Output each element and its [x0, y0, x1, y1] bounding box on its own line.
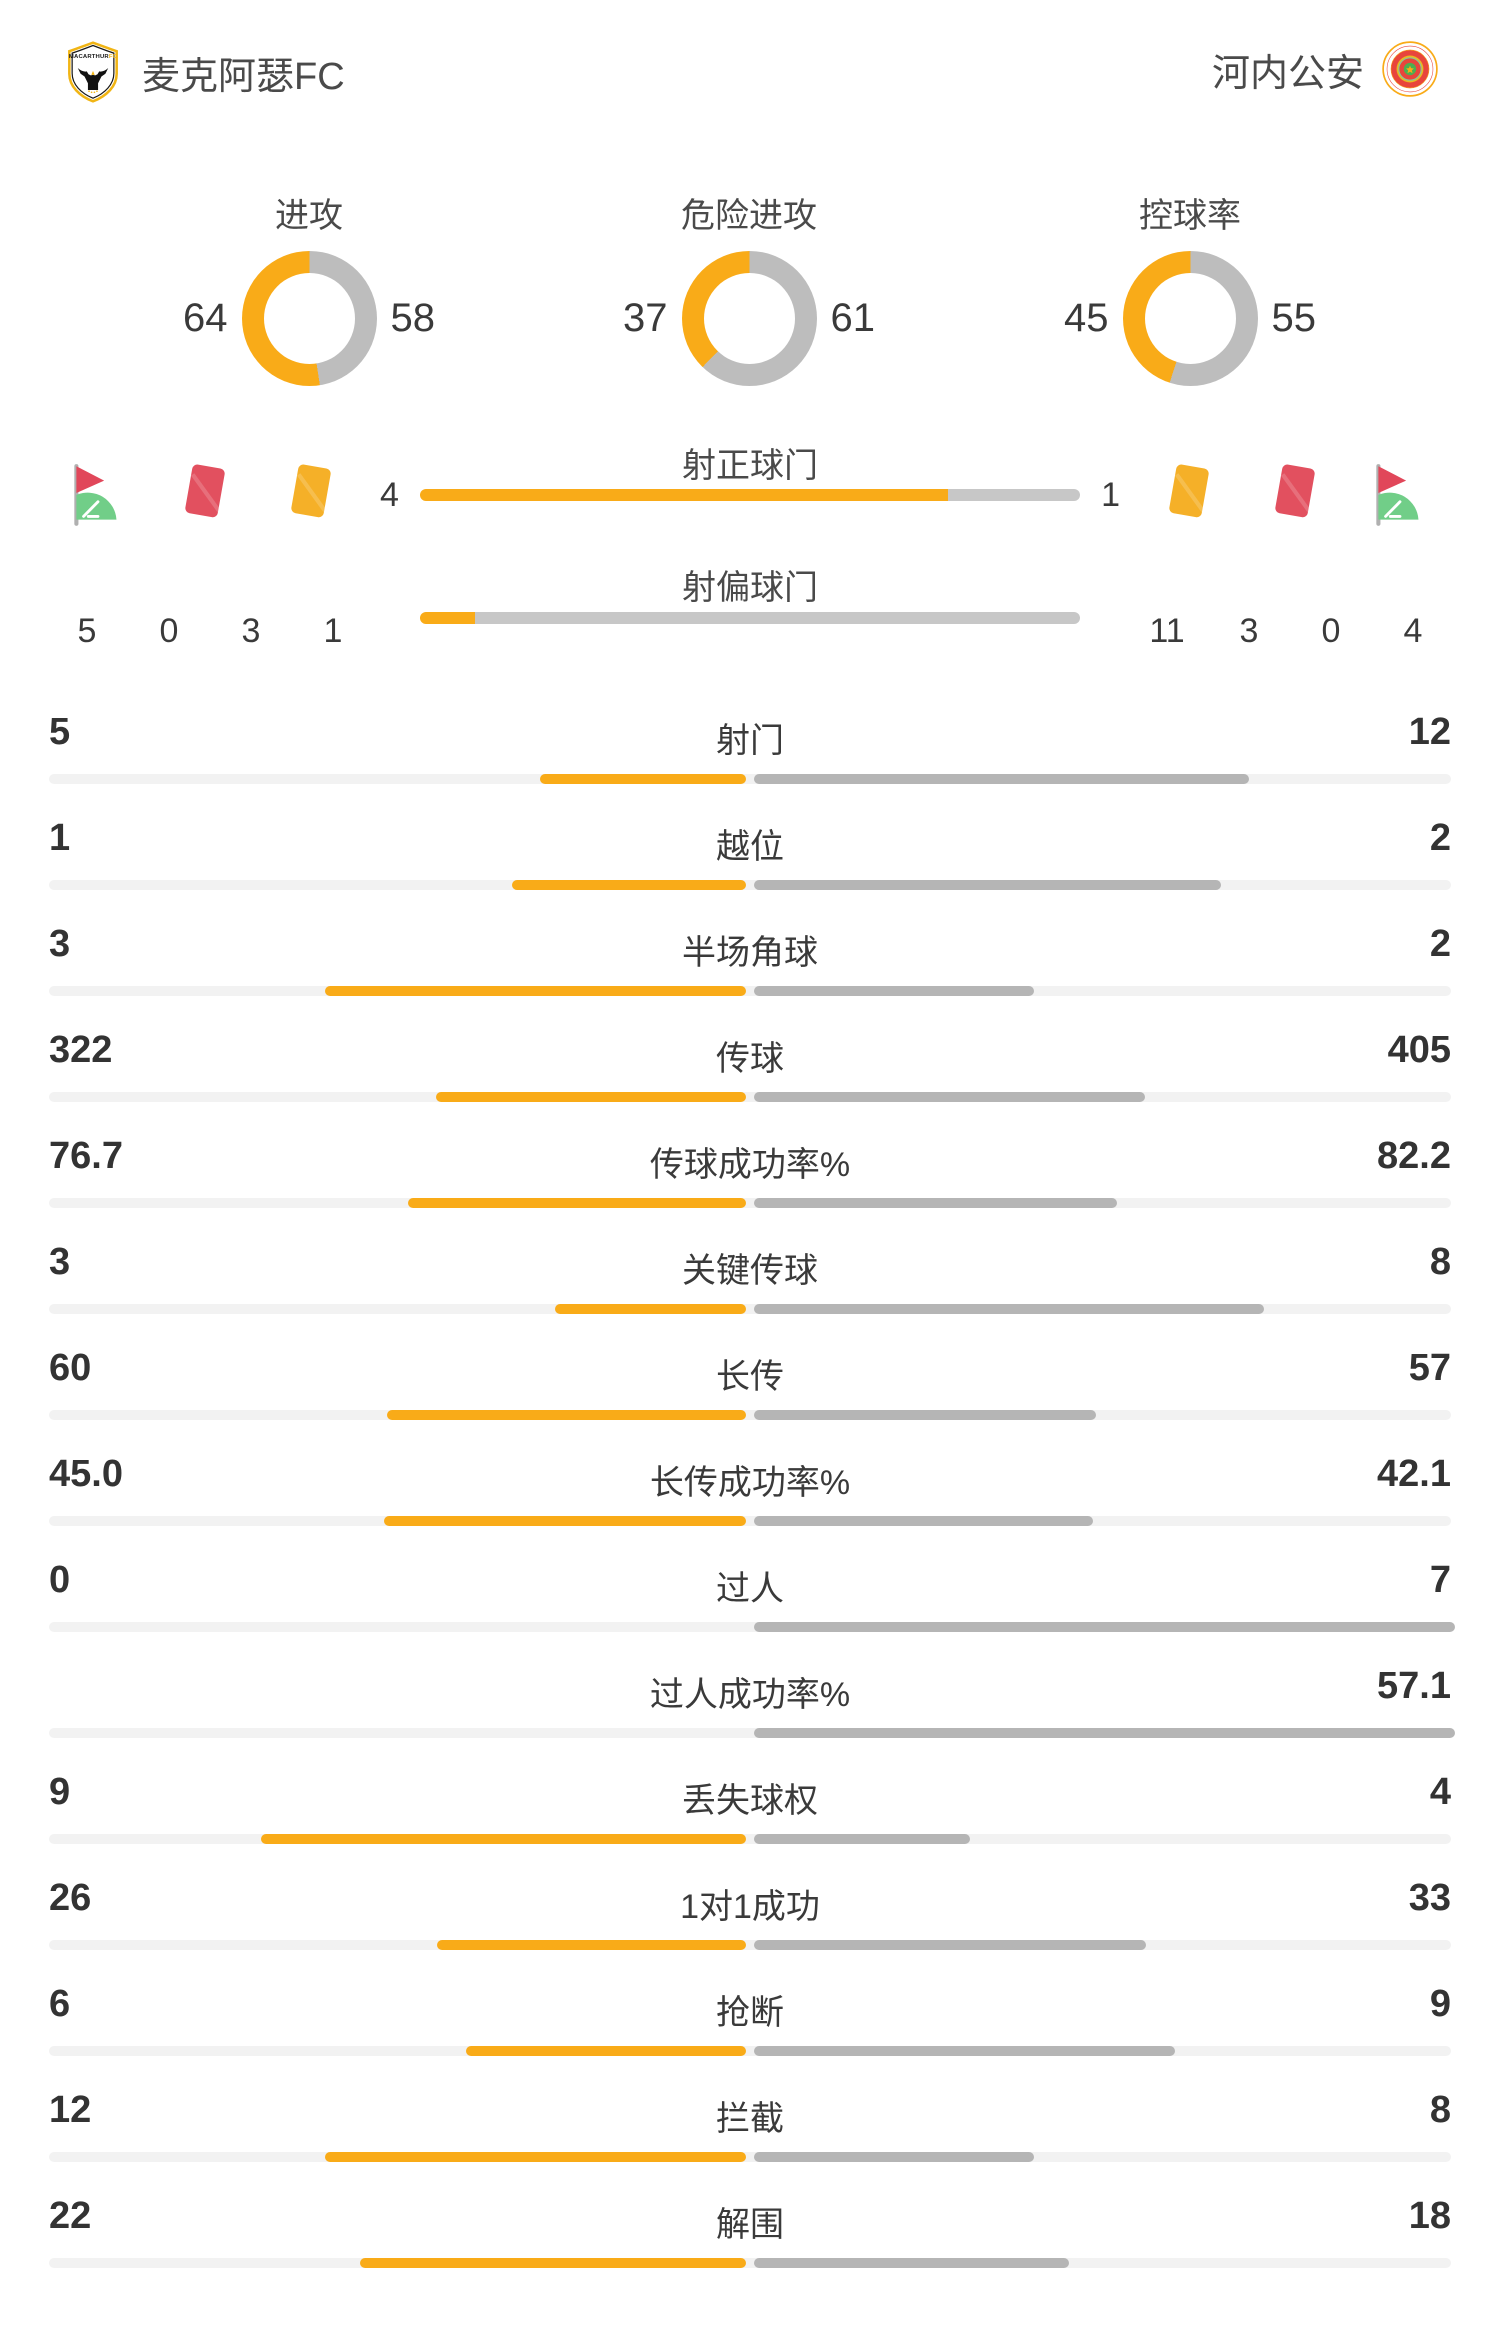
svg-text:MACARTHURFC: MACARTHURFC — [69, 54, 118, 60]
